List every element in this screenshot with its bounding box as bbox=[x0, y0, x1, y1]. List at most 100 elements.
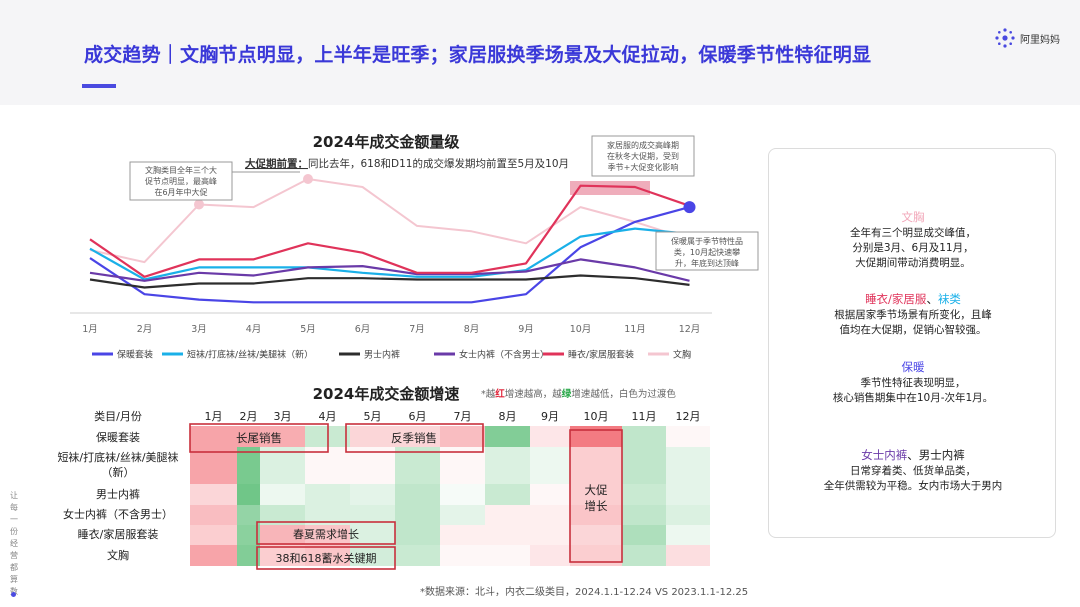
heatmap-cell bbox=[237, 505, 260, 525]
legend-label: 文胸 bbox=[673, 349, 691, 361]
heatmap-cell bbox=[305, 505, 350, 525]
legend-item-0: 保暖套装 bbox=[92, 349, 153, 361]
legend-item-2: 男士内裤 bbox=[339, 349, 400, 361]
annotation-warm-line-1: 保暖属于季节特性品 bbox=[671, 236, 743, 246]
heatmap-col-label: 1月 bbox=[205, 410, 223, 423]
heatmap-cell bbox=[530, 426, 570, 447]
heatmap-cell bbox=[260, 484, 305, 505]
promo-highlight-box bbox=[570, 181, 650, 195]
heatmap-cell bbox=[190, 484, 237, 505]
title-accent-bar bbox=[82, 84, 116, 88]
heatmap-cell bbox=[260, 525, 305, 545]
heatmap-cell bbox=[350, 426, 395, 447]
line-series-4 bbox=[89, 184, 690, 278]
heatmap-col-label: 6月 bbox=[409, 410, 427, 423]
insight-under-line-2: 全年供需较为平稳。女内市场大于男内 bbox=[823, 480, 1003, 492]
line-x-tick: 10月 bbox=[570, 324, 592, 335]
heatmap-note-3: 增速越低，白色为过渡色 bbox=[571, 388, 676, 400]
insight-bra-line-2: 分别是3月、6月及11月， bbox=[852, 242, 974, 254]
callout-big-promo-1: 大促 bbox=[585, 483, 608, 497]
heatmap-col-label: 10月 bbox=[584, 410, 609, 423]
line-series-1 bbox=[89, 227, 690, 281]
callout-big-promo-box bbox=[569, 429, 623, 563]
heatmap-cell bbox=[666, 545, 710, 566]
insight-panel: 文胸 全年有三个明显成交峰值， 分别是3月、6月及11月， 大促期间带动消费明显… bbox=[768, 148, 1056, 538]
callout-mid-year: 38和618蓄水关键期 bbox=[276, 551, 377, 565]
heatmap-cell bbox=[485, 505, 530, 525]
heatmap-cell bbox=[305, 484, 350, 505]
heatmap-cell bbox=[570, 505, 622, 525]
brand-logo-text: 阿里妈妈 bbox=[1020, 34, 1060, 46]
heatmap-cell bbox=[190, 525, 237, 545]
heatmap-color-note: *越红增速越高，越绿增速越低，白色为过渡色 bbox=[481, 388, 676, 400]
callout-off-season: 反季销售 bbox=[391, 431, 437, 445]
heatmap-cell bbox=[440, 447, 485, 484]
heatmap-cell bbox=[485, 484, 530, 505]
heatmap-row-label-4: 睡衣/家居服套装 bbox=[78, 527, 159, 541]
line-x-tick: 8月 bbox=[464, 324, 480, 335]
line-x-tick: 5月 bbox=[300, 324, 316, 335]
insight-under-title-a: 女士内裤 bbox=[861, 448, 908, 462]
insight-home-title-b: 袜类 bbox=[937, 292, 961, 306]
heatmap-cell bbox=[395, 545, 440, 566]
line-x-tick: 12月 bbox=[679, 324, 701, 335]
heatmap-col-label: 3月 bbox=[274, 410, 292, 423]
heatmap-cell bbox=[440, 505, 485, 525]
legend-label: 男士内裤 bbox=[364, 349, 400, 361]
bra-peak-point bbox=[303, 174, 313, 184]
heatmap-cell bbox=[440, 545, 485, 566]
heatmap-cell bbox=[237, 484, 260, 505]
insight-bra-title: 文胸 bbox=[901, 210, 925, 224]
insight-home-title-sep: 、 bbox=[926, 292, 938, 306]
heatmap-cell bbox=[395, 525, 440, 545]
line-chart-series bbox=[89, 174, 696, 304]
heatmap-note-1: *越 bbox=[481, 388, 496, 400]
annotation-warm: 保暖属于季节特性品 类，10月起快速攀 升，年底到达顶峰 bbox=[655, 231, 759, 271]
insight-home-line-2: 值均在大促期，促销心智较强。 bbox=[839, 324, 987, 336]
heatmap-cell bbox=[395, 447, 440, 484]
heatmap-cell bbox=[350, 545, 395, 566]
heatmap-cell bbox=[485, 426, 530, 447]
insight-bra: 文胸 全年有三个明显成交峰值， 分别是3月、6月及11月， 大促期间带动消费明显… bbox=[769, 209, 1057, 271]
heatmap-cell bbox=[237, 426, 260, 447]
heatmap-cell bbox=[622, 447, 666, 484]
legend-item-1: 短袜/打底袜/丝袜/美腿袜（新） bbox=[162, 349, 313, 361]
heatmap-cell bbox=[305, 525, 350, 545]
heatmap-col-label: 5月 bbox=[364, 410, 382, 423]
legend-item-4: 睡衣/家居服套装 bbox=[543, 349, 634, 361]
annotation-home-box bbox=[591, 135, 695, 177]
heatmap-cell bbox=[395, 484, 440, 505]
callout-mid-year-box bbox=[256, 546, 396, 570]
bra-peak-point bbox=[194, 199, 204, 210]
heatmap-cell bbox=[666, 505, 710, 525]
heatmap-callouts bbox=[189, 423, 623, 570]
heatmap-cell bbox=[350, 505, 395, 525]
heatmap-cell bbox=[666, 426, 710, 447]
heatmap-cell bbox=[570, 447, 622, 484]
line-x-tick: 2月 bbox=[137, 324, 153, 335]
insight-bra-line-1: 全年有三个明显成交峰值， bbox=[850, 227, 976, 239]
line-x-tick: 6月 bbox=[355, 324, 371, 335]
heatmap-cell bbox=[622, 505, 666, 525]
annotation-bra-line-1: 文胸类目全年三个大 bbox=[145, 165, 217, 175]
heatmap-cell bbox=[622, 426, 666, 447]
line-x-tick: 9月 bbox=[518, 324, 534, 335]
heatmap-note-red: 红 bbox=[495, 388, 505, 400]
heatmap-col-label: 7月 bbox=[454, 410, 472, 423]
heatmap-cell bbox=[440, 426, 485, 447]
heatmap-cell bbox=[395, 505, 440, 525]
heatmap-cell bbox=[530, 525, 570, 545]
insight-home-title-a: 睡衣/家居服 bbox=[865, 292, 927, 306]
heatmap-note-2: 增速越高，越 bbox=[505, 388, 563, 400]
charts-canvas: 2024年成交金额量级 大促期前置：同比去年，618和D11的成交爆发期均前置至… bbox=[57, 133, 759, 570]
heatmap-cell bbox=[530, 447, 570, 484]
heatmap-cell bbox=[190, 447, 237, 484]
heatmap-row-label-1: 短袜/打底袜/丝袜/美腿袜 bbox=[57, 450, 178, 464]
page-title: 成交趋势｜文胸节点明显，上半年是旺季；家居服换季场景及大促拉动，保暖季节性特征明… bbox=[84, 44, 872, 66]
line-chart-title: 2024年成交金额量级 bbox=[313, 133, 461, 151]
alimama-logo-icon bbox=[995, 28, 1015, 48]
line-series-0 bbox=[89, 206, 690, 304]
heatmap-cell bbox=[350, 525, 395, 545]
header-band bbox=[0, 0, 1080, 105]
side-dot bbox=[11, 592, 16, 597]
